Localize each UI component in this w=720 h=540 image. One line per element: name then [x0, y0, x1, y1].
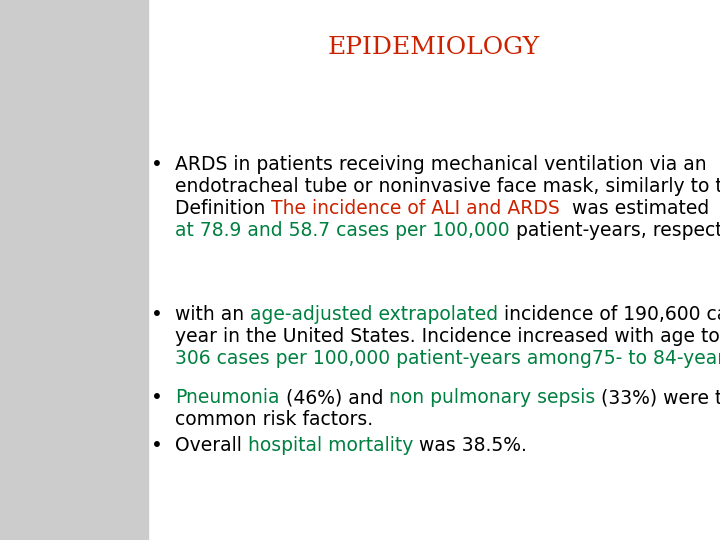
Text: EPIDEMIOLOGY: EPIDEMIOLOGY — [328, 37, 540, 59]
Text: incidence of 190,600 cases per: incidence of 190,600 cases per — [498, 305, 720, 324]
Text: endotracheal tube or noninvasive face mask, similarly to the Berlin: endotracheal tube or noninvasive face ma… — [175, 177, 720, 196]
Text: 306 cases per 100,000 patient-years among75- to 84-year-olds.: 306 cases per 100,000 patient-years amon… — [175, 349, 720, 368]
Text: hospital mortality: hospital mortality — [248, 436, 413, 455]
Text: year in the United States. Incidence increased with age to a peak: year in the United States. Incidence inc… — [175, 327, 720, 346]
Bar — [0, 0, 148, 540]
Text: patient-years, respectively,: patient-years, respectively, — [510, 221, 720, 240]
Text: •: • — [151, 155, 163, 174]
Text: non pulmonary sepsis: non pulmonary sepsis — [389, 388, 595, 407]
Text: •: • — [151, 388, 163, 407]
Text: common risk factors.: common risk factors. — [175, 410, 373, 429]
Text: •: • — [151, 305, 163, 324]
Text: age-adjusted extrapolated: age-adjusted extrapolated — [250, 305, 498, 324]
Text: (46%) and: (46%) and — [279, 388, 389, 407]
Text: was estimated: was estimated — [560, 199, 716, 218]
Text: Definition: Definition — [175, 199, 271, 218]
Text: The incidence of ALI and ARDS: The incidence of ALI and ARDS — [271, 199, 560, 218]
Text: (33%) were the most: (33%) were the most — [595, 388, 720, 407]
Text: with an: with an — [175, 305, 250, 324]
Text: •: • — [151, 436, 163, 455]
Text: Overall: Overall — [175, 436, 248, 455]
Text: at 78.9 and 58.7 cases per 100,000: at 78.9 and 58.7 cases per 100,000 — [175, 221, 510, 240]
Text: was 38.5%.: was 38.5%. — [413, 436, 527, 455]
Text: ARDS in patients receiving mechanical ventilation via an: ARDS in patients receiving mechanical ve… — [175, 155, 706, 174]
Text: Pneumonia: Pneumonia — [175, 388, 279, 407]
